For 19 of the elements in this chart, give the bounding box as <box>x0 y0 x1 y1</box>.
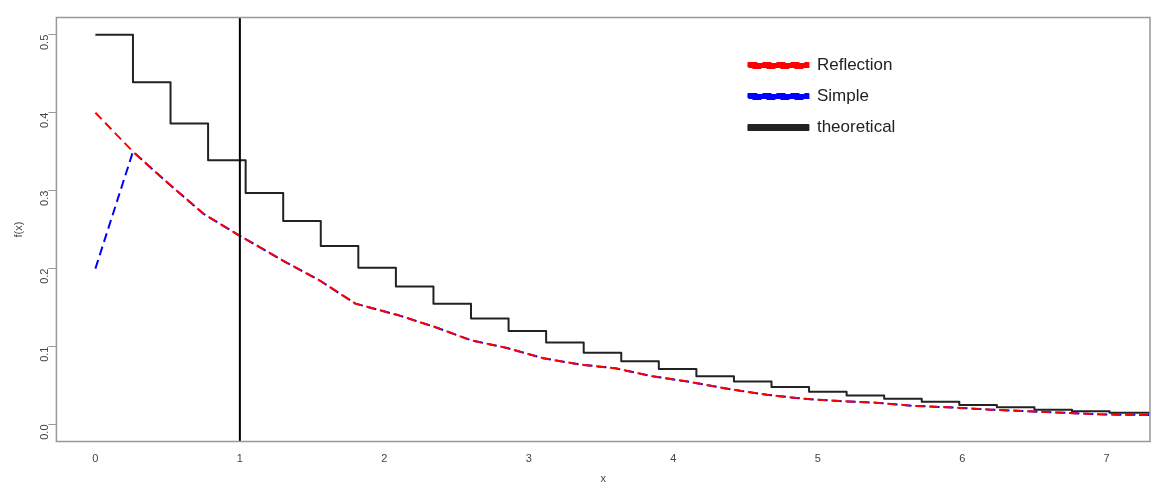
x-tick-label: 0 <box>92 452 99 465</box>
y-tick-label: 0.1 <box>38 346 51 362</box>
x-tick-label: 4 <box>670 452 677 465</box>
y-tick-label: 0.4 <box>38 112 51 128</box>
legend-label: Reflection <box>816 55 893 75</box>
y-axis-title: f(x) <box>11 221 24 238</box>
x-tick-label: 6 <box>959 452 966 465</box>
y-tick-label: 0.2 <box>38 268 51 284</box>
x-tick-label: 7 <box>1103 452 1110 465</box>
y-tick-label: 0.5 <box>38 34 51 51</box>
x-axis-title: x <box>600 472 607 485</box>
x-tick-label: 5 <box>814 452 821 465</box>
x-tick-label: 2 <box>381 452 388 465</box>
x-tick-label: 3 <box>525 452 532 465</box>
legend-label: theoretical <box>816 117 896 137</box>
x-tick-label: 1 <box>236 452 243 465</box>
y-tick-label: 0.3 <box>38 190 51 206</box>
legend-label: Simple <box>816 86 869 106</box>
y-tick-label: 0.0 <box>38 424 51 440</box>
